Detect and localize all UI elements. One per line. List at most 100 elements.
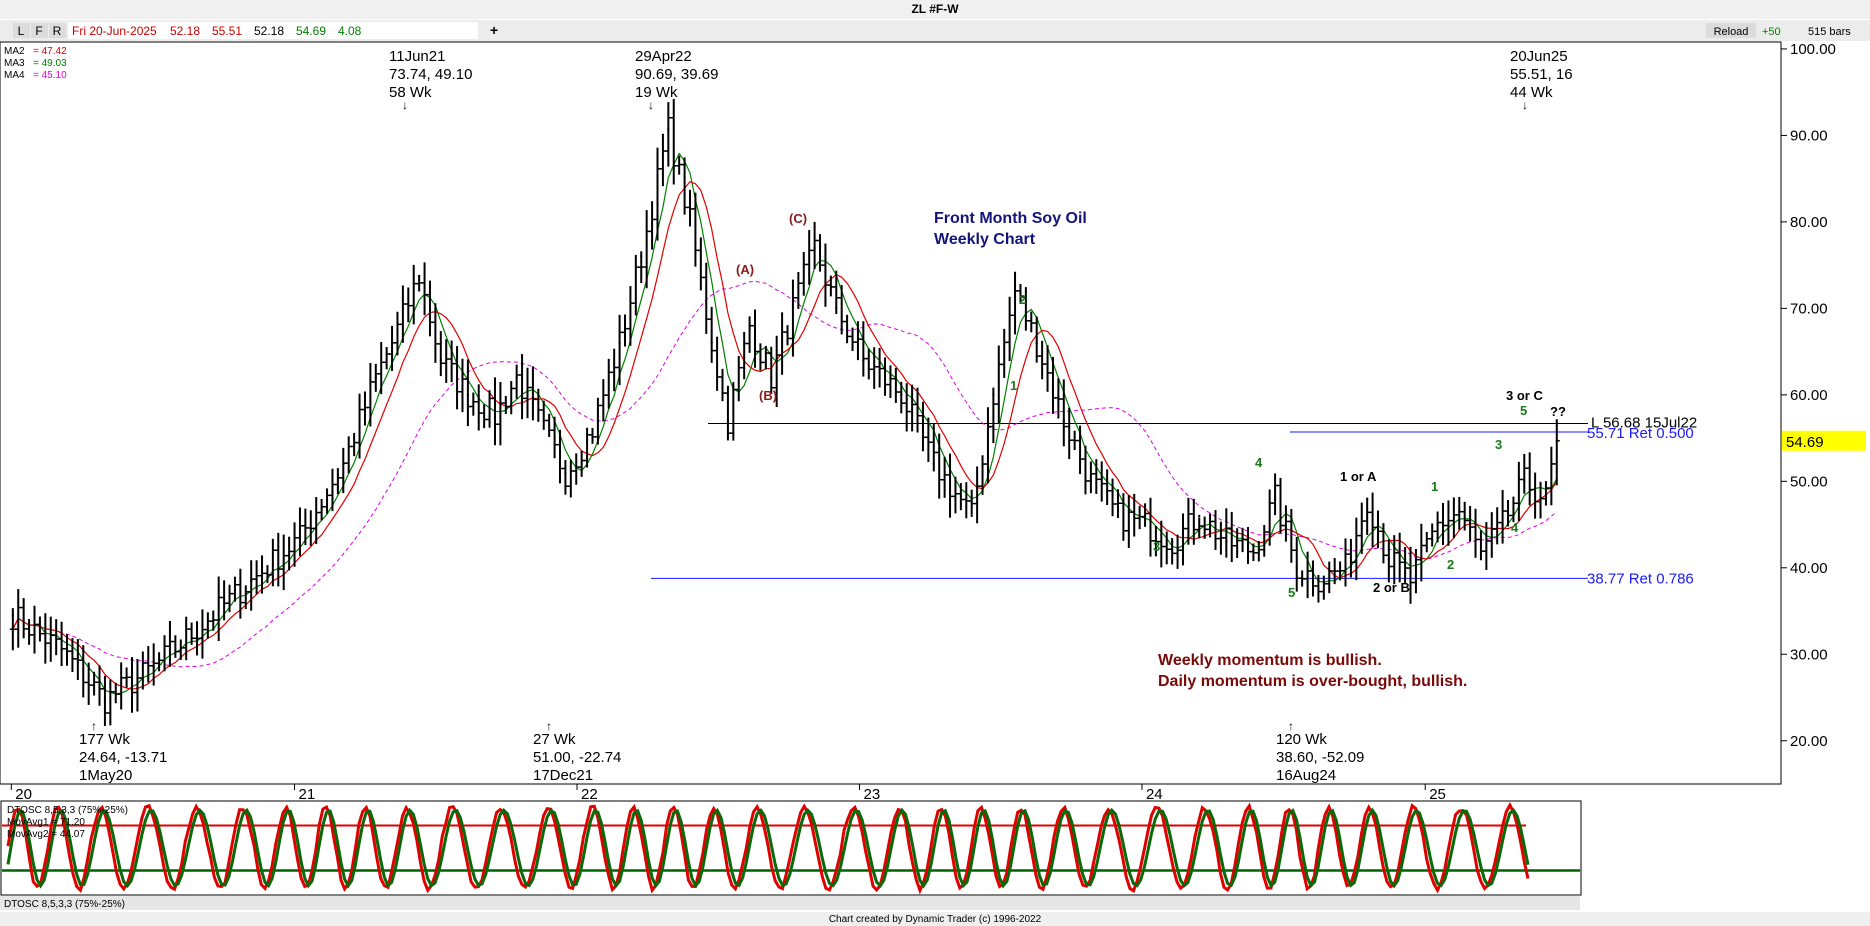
pivot-high-2022-weeks: 19 Wk bbox=[635, 84, 678, 101]
x-tick-label: 25 bbox=[1429, 786, 1446, 803]
pivot-low-2021-arrow: ↑ bbox=[546, 719, 552, 733]
pivot-low-2020-weeks: 177 Wk bbox=[79, 731, 130, 748]
pivot-low-2024-weeks: 120 Wk bbox=[1276, 731, 1327, 748]
wave-label-3b: 3 bbox=[1495, 437, 1502, 452]
y-tick-label: 30.00 bbox=[1790, 646, 1828, 663]
ma2-line bbox=[12, 180, 1558, 690]
bar-high: 55.51 bbox=[212, 24, 242, 38]
ma-legend: MA2 = 47.42 MA3 = 49.03 MA4 = 45.10 bbox=[4, 46, 67, 81]
y-tick-label: 40.00 bbox=[1790, 560, 1828, 577]
bar-open: 52.18 bbox=[170, 24, 200, 38]
retracement-500-label: 55.71 Ret 0.500 bbox=[1587, 425, 1694, 442]
y-tick-label: 50.00 bbox=[1790, 473, 1828, 490]
wave-labels: (A) (B) (C) 1 2 3 4 5 1 or A 2 or B 1 2 … bbox=[736, 211, 1566, 600]
pivot-low-2020: ↑ 177 Wk 24.64, -13.71 1May20 bbox=[79, 719, 167, 784]
pivot-low-2020-arrow: ↑ bbox=[91, 719, 97, 733]
x-tick-label: 23 bbox=[863, 786, 880, 803]
wave-label-1a: 1 bbox=[1010, 378, 1017, 393]
bar-change: 4.08 bbox=[338, 24, 362, 38]
wave-label-4b: 4 bbox=[1511, 520, 1519, 535]
price-panel bbox=[0, 41, 1782, 785]
oscillator-slow-line bbox=[6, 807, 1530, 889]
reload-increment[interactable]: +50 bbox=[1762, 26, 1781, 38]
current-price-label: 54.69 bbox=[1786, 434, 1824, 451]
pivot-high-2021-weeks: 58 Wk bbox=[389, 84, 432, 101]
oscillator-footer bbox=[0, 896, 1580, 910]
wave-label-5b: 5 bbox=[1520, 403, 1527, 418]
oscillator-legend: DTOSC 8,5,3,3 (75%-25%) MovAvg1 = 71.20 … bbox=[7, 805, 128, 840]
bars-count: 515 bars bbox=[1808, 26, 1851, 38]
pivot-low-2021: ↑ 27 Wk 51.00, -22.74 17Dec21 bbox=[533, 719, 621, 784]
momentum-note-1: Weekly momentum is bullish. bbox=[1158, 652, 1382, 669]
oscillator-fast-line bbox=[6, 802, 1530, 895]
wave-label-2a: 2 bbox=[1019, 292, 1026, 307]
ma2-legend-value: = 47.42 bbox=[33, 46, 67, 57]
pivot-high-2022-values: 90.69, 39.69 bbox=[635, 66, 718, 83]
pivot-low-2024-date: 16Aug24 bbox=[1276, 767, 1336, 784]
pivot-low-2021-weeks: 27 Wk bbox=[533, 731, 576, 748]
pivot-points bbox=[11, 128, 1558, 702]
bar-low: 52.18 bbox=[254, 24, 284, 38]
pivot-high-2025-date: 20Jun25 bbox=[1510, 48, 1568, 65]
x-tick-label: 22 bbox=[581, 786, 598, 803]
wave-label-A: (A) bbox=[736, 262, 754, 277]
wave-label-2b: 2 bbox=[1447, 557, 1454, 572]
x-tick-label: 24 bbox=[1146, 786, 1163, 803]
retracement-786-label: 38.77 Ret 0.786 bbox=[1587, 570, 1694, 587]
pivot-high-2021-arrow: ↓ bbox=[402, 98, 408, 112]
svg-text:F: F bbox=[35, 24, 42, 38]
wave-label-3-or-c: 3 or C bbox=[1506, 388, 1543, 403]
toolbar-l-button[interactable]: L bbox=[13, 23, 30, 38]
wave-label-question: ?? bbox=[1550, 404, 1566, 419]
ma3-legend-value: = 49.03 bbox=[33, 58, 67, 69]
chart-title: ZL #F-W bbox=[911, 2, 959, 16]
reload-button[interactable]: Reload bbox=[1706, 23, 1756, 38]
ma2-legend-label: MA2 bbox=[4, 46, 25, 57]
wave-label-4a: 4 bbox=[1255, 455, 1263, 470]
toolbar-f-button[interactable]: F bbox=[31, 23, 48, 38]
resistance-level-label: L 56.68 15Jul22 bbox=[1591, 415, 1697, 432]
pivot-low-2020-values: 24.64, -13.71 bbox=[79, 749, 167, 766]
pivot-high-2025-weeks: 44 Wk bbox=[1510, 84, 1553, 101]
pivot-high-2022-date: 29Apr22 bbox=[635, 48, 692, 65]
pivot-high-2021: 11Jun21 73.74, 49.10 58 Wk ↓ bbox=[389, 48, 472, 112]
y-axis: 20.00 30.00 40.00 50.00 60.00 70.00 80.00 90.00… bbox=[1781, 41, 1836, 750]
x-tick-label: 21 bbox=[299, 786, 316, 803]
pivot-low-2024-arrow: ↑ bbox=[1288, 719, 1294, 733]
pivot-low-2020-date: 1May20 bbox=[79, 767, 132, 784]
y-tick-label: 60.00 bbox=[1790, 387, 1828, 404]
momentum-note-2: Daily momentum is over-bought, bullish. bbox=[1158, 673, 1467, 690]
ma4-line bbox=[12, 280, 1558, 668]
pivot-low-2021-date: 17Dec21 bbox=[533, 767, 593, 784]
wave-label-2-or-b: 2 or B bbox=[1373, 580, 1410, 595]
title-bar bbox=[0, 0, 1870, 19]
y-tick-label: 90.00 bbox=[1790, 127, 1828, 144]
ma4-legend-value: = 45.10 bbox=[33, 70, 67, 81]
chart-annotation-title-1: Front Month Soy Oil bbox=[934, 210, 1087, 227]
x-axis: 20 21 22 23 24 25 bbox=[10, 784, 1446, 803]
ohlc-readout bbox=[68, 22, 478, 39]
svg-text:L: L bbox=[18, 24, 25, 38]
svg-text:Reload: Reload bbox=[1714, 26, 1749, 38]
pivot-high-2021-values: 73.74, 49.10 bbox=[389, 66, 472, 83]
pivot-high-2025: 20Jun25 55.51, 16 44 Wk ↓ bbox=[1510, 48, 1573, 112]
copyright-footer: Chart created by Dynamic Trader (c) 1996… bbox=[829, 914, 1042, 925]
pivot-low-2024: ↑ 120 Wk 38.60, -52.09 16Aug24 bbox=[1276, 719, 1364, 784]
wave-label-1b: 1 bbox=[1431, 479, 1438, 494]
y-tick-label: 80.00 bbox=[1790, 214, 1828, 231]
oscillator-legend-ma1: MovAvg1 = 71.20 bbox=[7, 817, 85, 828]
wave-label-1-or-a: 1 or A bbox=[1340, 469, 1377, 484]
price-bars bbox=[9, 99, 1560, 726]
pivot-low-2021-values: 51.00, -22.74 bbox=[533, 749, 621, 766]
wave-label-5a: 5 bbox=[1288, 585, 1295, 600]
pivot-high-2025-arrow: ↓ bbox=[1522, 98, 1528, 112]
pivot-high-2022-arrow: ↓ bbox=[648, 98, 654, 112]
wave-label-C: (C) bbox=[789, 211, 807, 226]
ma3-legend-label: MA3 bbox=[4, 58, 25, 69]
bar-close: 54.69 bbox=[296, 24, 326, 38]
current-price-marker bbox=[1782, 430, 1866, 451]
pivot-high-2025-values: 55.51, 16 bbox=[1510, 66, 1573, 83]
toolbar-r-button[interactable]: R bbox=[49, 23, 66, 38]
add-chart-button[interactable]: + bbox=[490, 22, 498, 38]
